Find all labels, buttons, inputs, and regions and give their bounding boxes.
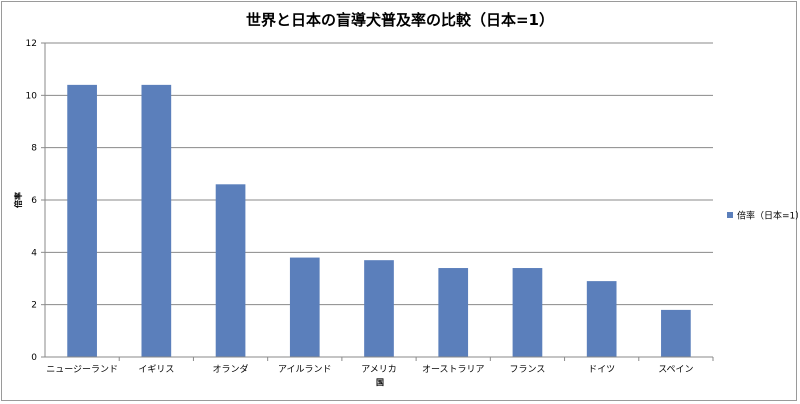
bar [364,260,394,357]
x-category-label: オランダ [213,363,249,375]
y-tick-label: 12 [26,39,37,49]
bar [661,309,691,357]
x-category-label: ニュージーランド [46,364,118,375]
bar [289,257,320,357]
x-category-label: ドイツ [588,365,615,375]
legend: 倍率（日本=1） [727,210,800,222]
bar [438,268,469,357]
x-axis-label: 国 [376,377,384,387]
legend-label: 倍率（日本=1） [737,210,800,222]
x-axis-categories: ニュージーランド イギリス オランダ アイルランド アメリカ オーストラリア フランス ドイツ… [45,356,714,375]
bar [512,268,543,357]
chart-title: 世界と日本の盲導犬普及率の比較（日本=1） [246,11,554,29]
y-tick-label: 2 [31,301,37,311]
y-axis-ticks: 0 2 4 6 8 10 12 [26,39,45,363]
y-tick-label: 8 [31,144,37,154]
y-tick-label: 10 [26,91,38,101]
bar [141,84,172,357]
x-category-label: アイルランド [278,364,332,375]
x-category-label: イギリス [138,364,174,375]
y-tick-label: 6 [31,196,37,206]
bars [67,84,691,357]
x-category-label: オーストラリア [422,364,485,375]
bar [67,84,97,357]
x-category-label: フランス [510,364,546,375]
x-category-label: アメリカ [361,364,397,375]
y-tick-label: 0 [31,353,37,363]
y-axis-label: 倍率 [13,192,23,209]
y-tick-label: 4 [31,248,37,258]
x-category-label: スペイン [658,365,693,375]
bar [586,281,617,357]
legend-swatch [727,212,733,218]
bar [215,184,246,357]
